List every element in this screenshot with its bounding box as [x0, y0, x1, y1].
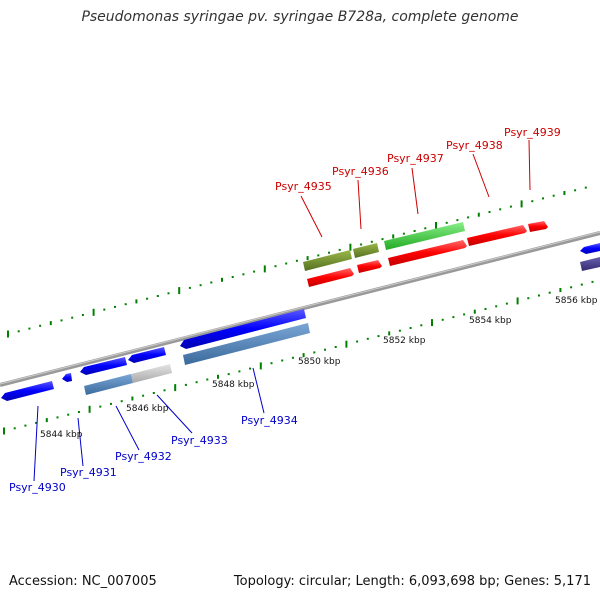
tick-label-5856: 5856 kbp	[555, 296, 598, 306]
tick-label-5852: 5852 kbp	[383, 336, 426, 346]
feature-steel-2[interactable]	[183, 323, 310, 365]
feature-olive-1[interactable]	[303, 250, 352, 271]
feature-row-reverse-inner	[84, 323, 310, 395]
leader-line	[252, 367, 265, 414]
cds-forward-4[interactable]	[467, 225, 527, 246]
leader-line	[357, 179, 362, 230]
accession-text: Accession: NC_007005	[9, 574, 157, 589]
cds-reverse-2[interactable]	[62, 373, 72, 382]
gene-labels-forward: Psyr_4935 Psyr_4936 Psyr_4937 Psyr_4938 …	[275, 126, 561, 238]
cds-forward-5[interactable]	[528, 221, 548, 232]
cds-reverse-edge[interactable]	[580, 243, 600, 254]
topology-stats-text: Topology: circular; Length: 6,093,698 bp…	[233, 574, 591, 589]
cds-forward-1[interactable]	[307, 268, 354, 287]
gene-label-psyr-4930[interactable]: Psyr_4930	[9, 481, 66, 494]
feature-slate-edge[interactable]	[580, 257, 600, 271]
cds-reverse-3[interactable]	[80, 357, 127, 375]
gene-label-psyr-4932[interactable]: Psyr_4932	[115, 450, 172, 463]
gc-track-upper	[7, 186, 587, 338]
cds-reverse-4[interactable]	[128, 347, 166, 363]
gene-label-psyr-4935[interactable]: Psyr_4935	[275, 180, 332, 193]
leader-line	[115, 405, 140, 451]
leader-line	[77, 417, 84, 467]
leader-line	[33, 405, 39, 482]
leader-line	[300, 195, 323, 238]
feature-row-reverse-outer	[1, 309, 306, 401]
tick-label-5848: 5848 kbp	[212, 380, 255, 390]
feature-steel-1[interactable]	[84, 374, 133, 395]
tick-label-5846: 5846 kbp	[126, 404, 169, 414]
genome-backbone	[0, 231, 600, 387]
tick-label-5850: 5850 kbp	[298, 357, 341, 367]
gene-label-psyr-4938[interactable]: Psyr_4938	[446, 139, 503, 152]
leader-line	[156, 394, 193, 434]
gene-label-psyr-4931[interactable]: Psyr_4931	[60, 466, 117, 479]
leader-line	[528, 139, 531, 191]
gene-label-psyr-4937[interactable]: Psyr_4937	[387, 152, 444, 165]
tick-label-5854: 5854 kbp	[469, 316, 512, 326]
tick-label-5844: 5844 kbp	[40, 430, 83, 440]
backbone-highlight	[0, 231, 600, 385]
gene-label-psyr-4934[interactable]: Psyr_4934	[241, 414, 298, 427]
feature-lime[interactable]	[384, 222, 465, 250]
cds-forward-2[interactable]	[357, 260, 382, 273]
gene-labels-reverse: Psyr_4930 Psyr_4931 Psyr_4932 Psyr_4933 …	[9, 367, 298, 494]
leader-line	[411, 167, 419, 215]
cds-forward-3[interactable]	[388, 240, 467, 266]
leader-line	[472, 153, 490, 198]
gc-track-lower	[3, 280, 594, 435]
map-title: Pseudomonas syringae pv. syringae B728a,…	[81, 9, 519, 25]
tick-labels: 5844 kbp 5846 kbp 5848 kbp 5850 kbp 5852…	[40, 296, 598, 440]
gene-label-psyr-4939[interactable]: Psyr_4939	[504, 126, 561, 139]
feature-row-forward-outer	[303, 222, 465, 271]
feature-row-forward-inner	[307, 221, 548, 287]
feature-grey[interactable]	[131, 364, 172, 383]
cds-reverse-1[interactable]	[1, 381, 54, 401]
gene-label-psyr-4933[interactable]: Psyr_4933	[171, 434, 228, 447]
cds-reverse-5[interactable]	[180, 309, 306, 349]
feature-olive-2[interactable]	[353, 243, 379, 258]
gene-label-psyr-4936[interactable]: Psyr_4936	[332, 165, 389, 178]
